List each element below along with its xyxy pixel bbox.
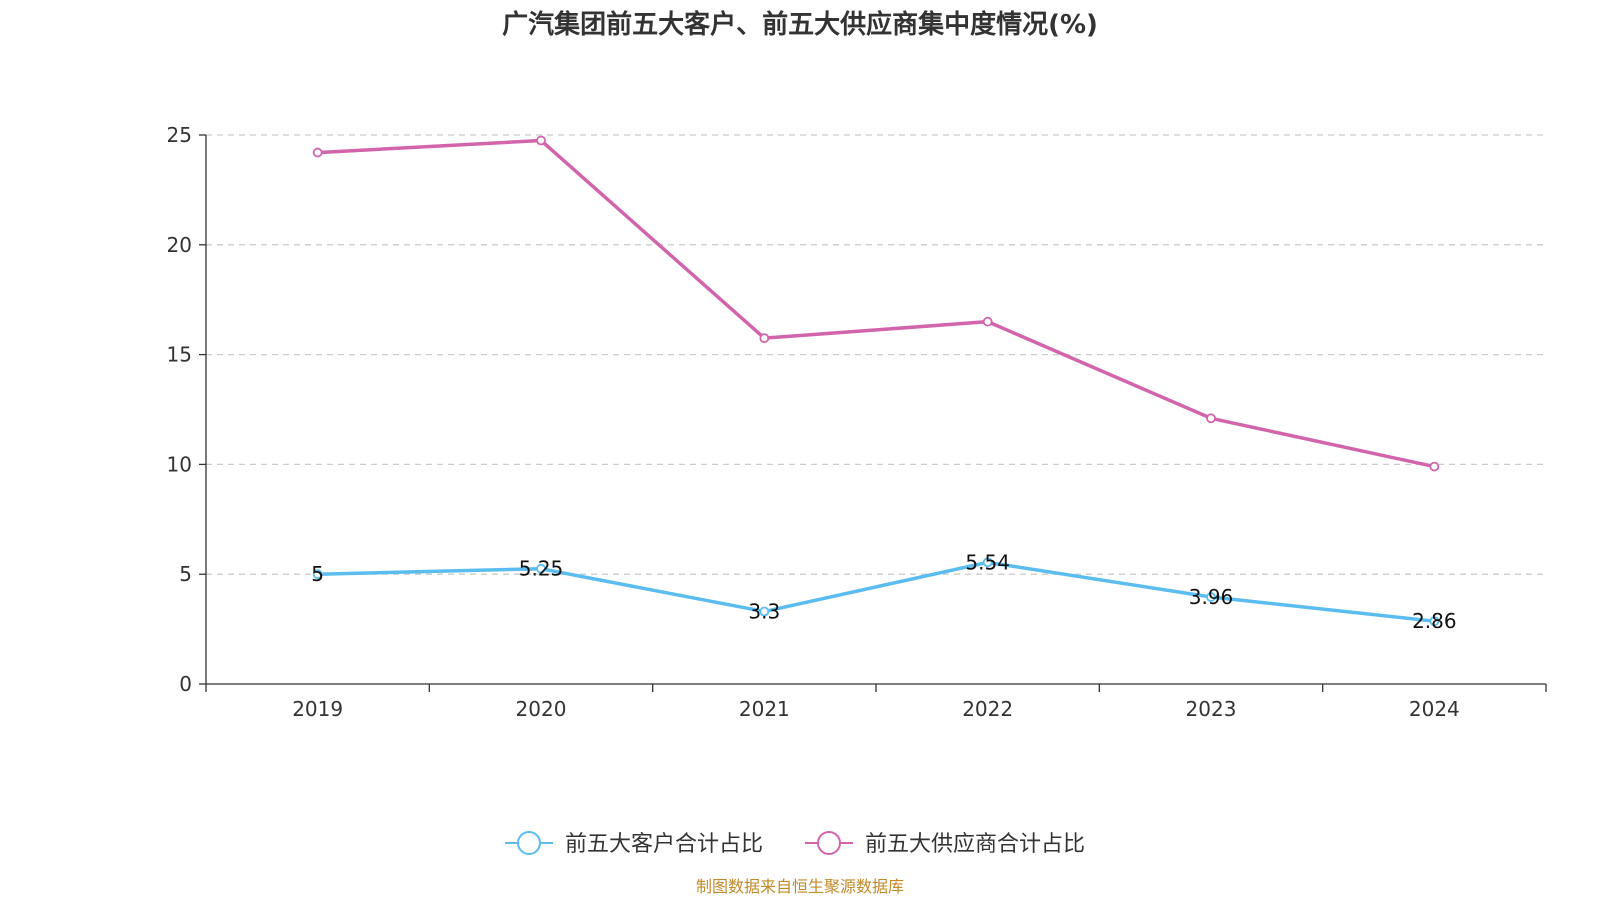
data-point: [1429, 616, 1440, 627]
data-point: [982, 316, 993, 327]
data-label: 3.96: [1189, 585, 1234, 609]
data-label: 2.86: [1412, 609, 1457, 633]
grid-lines: [206, 134, 1546, 575]
data-point: [759, 606, 770, 617]
series-line: [317, 560, 1435, 623]
x-tick-label: 2019: [292, 697, 343, 721]
data-label: 3.3: [748, 600, 780, 624]
y-tick-label: 5: [179, 562, 192, 586]
data-point: [982, 557, 993, 568]
data-point: [1429, 461, 1440, 472]
data-point: [1206, 592, 1216, 602]
legend-label: 前五大供应商合计占比: [865, 832, 1085, 857]
y-tick-label: 20: [167, 233, 192, 257]
y-tick-label: 25: [167, 123, 192, 147]
series-lines: [312, 135, 1440, 627]
chart-title: 广汽集团前五大客户、前五大供应商集中度情况(%): [502, 9, 1098, 40]
data-labels: 5 5.25 3.3 5.54 3.96 2.86: [311, 550, 1456, 633]
data-point: [759, 333, 770, 344]
data-point: [1206, 413, 1216, 424]
data-label: 5: [311, 562, 324, 586]
y-tick-label: 15: [167, 343, 192, 367]
legend-marker: [517, 831, 541, 855]
x-tick-label: 2023: [1186, 697, 1237, 721]
x-tick-label: 2021: [739, 697, 790, 721]
data-point: [312, 147, 323, 158]
legend: 前五大客户合计占比 前五大供应商合计占比: [505, 831, 1085, 857]
y-tick-label: 0: [179, 672, 192, 696]
data-point: [536, 563, 546, 574]
legend-label: 前五大客户合计占比: [565, 832, 763, 857]
y-tick-label: 10: [167, 452, 192, 476]
axes: 0 5 10 15 20 25 2019 2020 2021 2022 2023 2024: [167, 123, 1547, 721]
x-tick-label: 2022: [962, 697, 1013, 721]
source-note: 制图数据来自恒生聚源数据库: [696, 877, 904, 896]
legend-marker: [817, 831, 841, 855]
series-line: [317, 138, 1435, 469]
x-tick-label: 2020: [516, 697, 567, 721]
data-point: [536, 135, 546, 146]
data-point: [312, 569, 323, 580]
data-label: 5.25: [519, 557, 564, 581]
x-tick-label: 2024: [1409, 697, 1460, 721]
data-label: 5.54: [965, 550, 1010, 574]
